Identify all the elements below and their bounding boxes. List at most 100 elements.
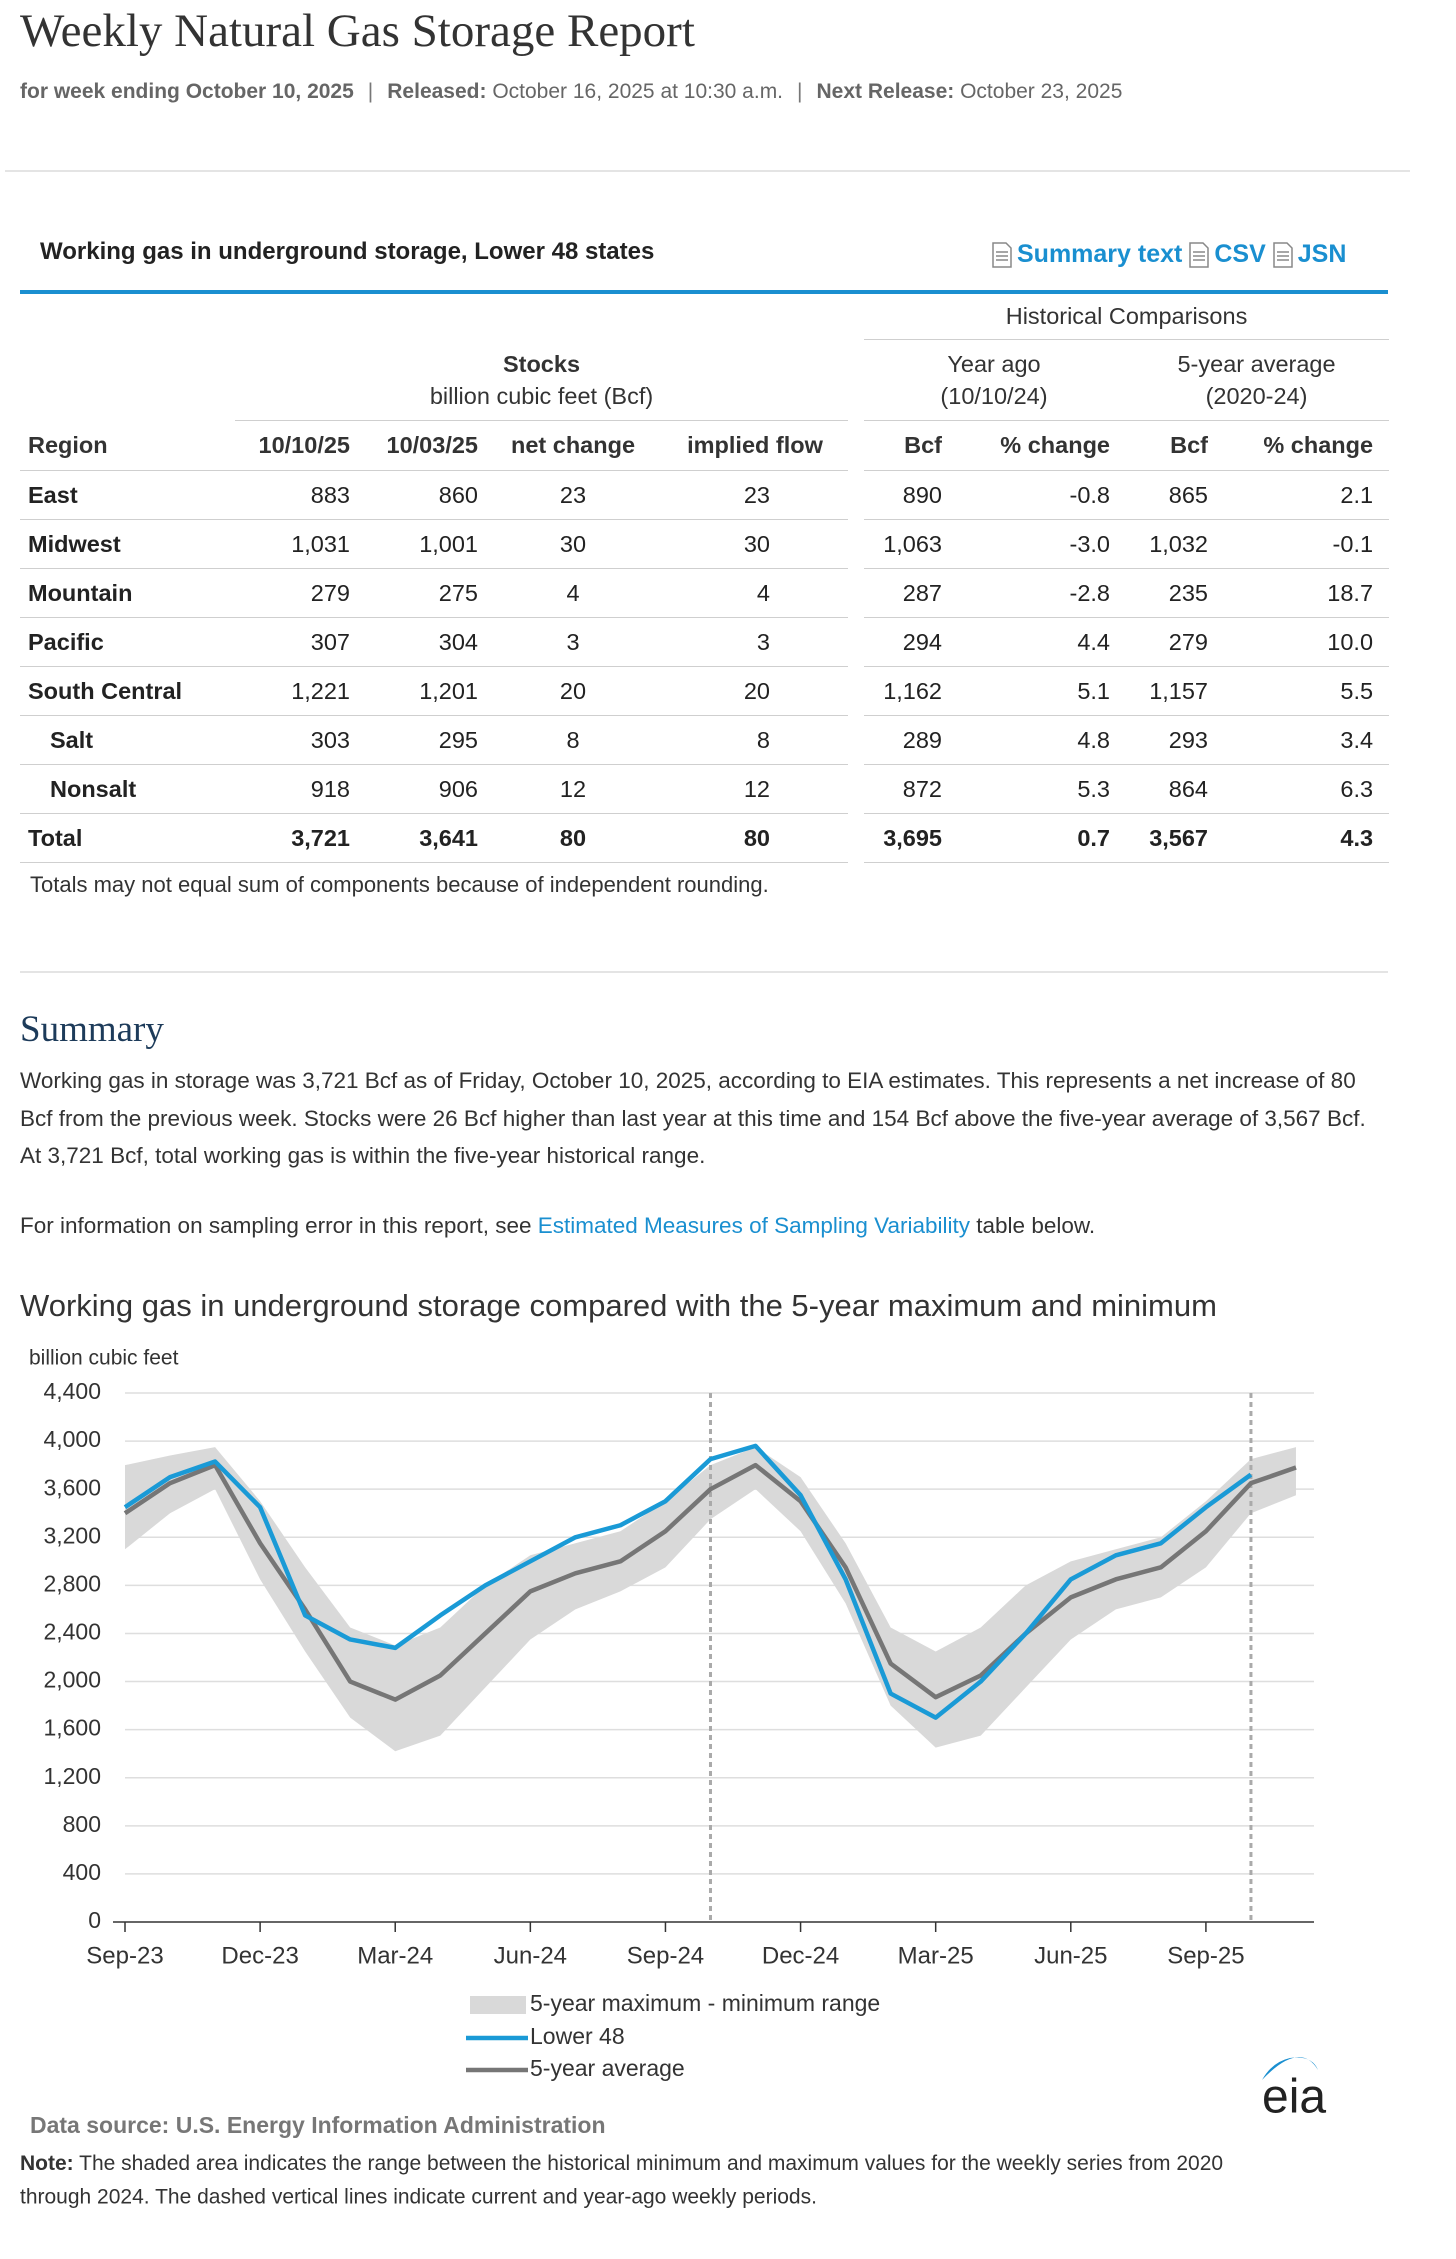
value-cell: 0.7 [982,813,1124,863]
separator: | [797,80,803,103]
divider [5,170,1410,172]
group-header: Year ago (10/10/24) [864,339,1124,421]
value-cell: 23 [662,470,848,520]
value-cell: 8 [484,715,662,765]
value-cell: 2.1 [1221,470,1390,520]
value-cell: 304 [356,617,484,667]
value-cell: 289 [864,715,982,765]
value-cell: 20 [662,666,848,716]
summary-text: Working gas in storage was 3,721 Bcf as … [20,1068,1366,1168]
value-cell: -0.1 [1221,519,1390,569]
y-tick-label: 3,200 [43,1522,101,1548]
header-row: Historical Comparisons [20,294,1390,340]
storage-table: Historical Comparisons Stocks billion cub… [20,294,1390,863]
column-header: % change [1221,420,1390,471]
value-cell: 1,157 [1124,666,1221,716]
table-title: Working gas in underground storage, Lowe… [40,238,655,265]
value-cell: 3 [662,617,848,667]
region-cell: Pacific [20,617,235,667]
column-header: Bcf [864,420,982,471]
sampling-link[interactable]: Estimated Measures of Sampling Variabili… [537,1213,971,1238]
value-cell: -0.8 [982,470,1124,520]
x-tick-label: Mar-24 [357,1942,433,1969]
sampling-note: For information on sampling error in thi… [20,1213,1095,1239]
value-cell: 80 [662,813,848,863]
next-release-label: Next Release: [816,80,955,103]
gap [848,421,864,471]
column-header: implied flow [662,420,848,471]
logo: eia [1262,2071,1326,2124]
value-cell: 1,063 [864,519,982,569]
value-cell: 3,695 [864,813,982,863]
value-cell: 303 [235,715,356,765]
value-cell: 3.4 [1221,715,1390,765]
value-cell: 18.7 [1221,568,1390,618]
value-cell: 860 [356,470,484,520]
region-cell: Nonsalt [20,764,235,814]
value-cell: 30 [662,519,848,569]
value-cell: 5.5 [1221,666,1390,716]
value-cell: 864 [1124,764,1221,814]
column-header: % change [982,420,1124,471]
x-tick-label: Sep-23 [86,1942,163,1969]
header-row: Stocks billion cubic feet (Bcf) Year ago (… [20,339,1390,421]
table-footnote: Totals may not equal sum of components b… [30,872,769,897]
value-cell: 10.0 [1221,617,1390,667]
gap [848,667,864,716]
download-links: Summary text CSV JSN [985,240,1346,269]
region-cell: Midwest [20,519,235,569]
value-cell: 295 [356,715,484,765]
y-tick-label: 0 [88,1907,101,1933]
value-cell: 279 [1124,617,1221,667]
value-cell: 865 [1124,470,1221,520]
gap [848,569,864,618]
five-year-range: (2020-24) [1205,383,1308,409]
gap [848,520,864,569]
column-header: 10/03/25 [356,420,484,471]
value-cell: 307 [235,617,356,667]
range-band [125,1447,1296,1752]
doc-icon [992,241,1012,268]
x-tick-label: Dec-23 [221,1942,298,1969]
json-link[interactable]: JSN [1297,240,1347,268]
series-line [123,1443,1253,1720]
csv-link[interactable]: CSV [1214,240,1266,268]
report-meta: for week ending October 10, 2025 | Release… [20,80,1122,104]
value-cell: 1,201 [356,666,484,716]
value-cell: 294 [864,617,982,667]
column-header-row: Region 10/10/25 10/03/25 net change implied … [20,420,1390,471]
column-header: net change [484,420,662,471]
released-date: October 16, 2025 at 10:30 a.m. [492,80,784,103]
y-tick-label: 2,800 [43,1570,101,1596]
value-cell: 5.1 [982,666,1124,716]
value-cell: 5.3 [982,764,1124,814]
table-top-rule [20,290,1388,294]
legend-label: 5-year average [530,2055,685,2081]
released-label: Released: [387,80,487,103]
value-cell: 883 [235,470,356,520]
value-cell: 1,031 [235,519,356,569]
gap [848,716,864,765]
value-cell: -3.0 [982,519,1124,569]
value-cell: 235 [1124,568,1221,618]
region-cell: East [20,470,235,520]
note-label: Note: [20,2152,74,2175]
region-cell: Salt [20,715,235,765]
column-header: Region [20,420,235,471]
summary-text-link[interactable]: Summary text [1017,240,1183,268]
value-cell: 8 [662,715,848,765]
group-header: Stocks billion cubic feet (Bcf) [235,339,848,421]
column-header: Bcf [1124,420,1221,471]
y-tick-label: 4,000 [43,1426,101,1452]
y-tick-label: 1,600 [43,1715,101,1741]
x-tick-label: Sep-24 [627,1942,704,1969]
gap [848,814,864,863]
five-year-header: 5-year average [1177,351,1336,377]
table-row: Total 3,721 3,641 80 80 3,695 0.7 3,567 4.3 [20,813,1390,863]
table-row: Nonsalt 918 906 12 12 872 5.3 864 6.3 [20,764,1390,814]
group-header: 5-year average (2020-24) [1124,339,1390,421]
x-tick-label: Sep-25 [1167,1942,1244,1969]
x-tick-label: Jun-25 [1034,1942,1107,1969]
y-tick-label: 2,400 [43,1619,101,1645]
